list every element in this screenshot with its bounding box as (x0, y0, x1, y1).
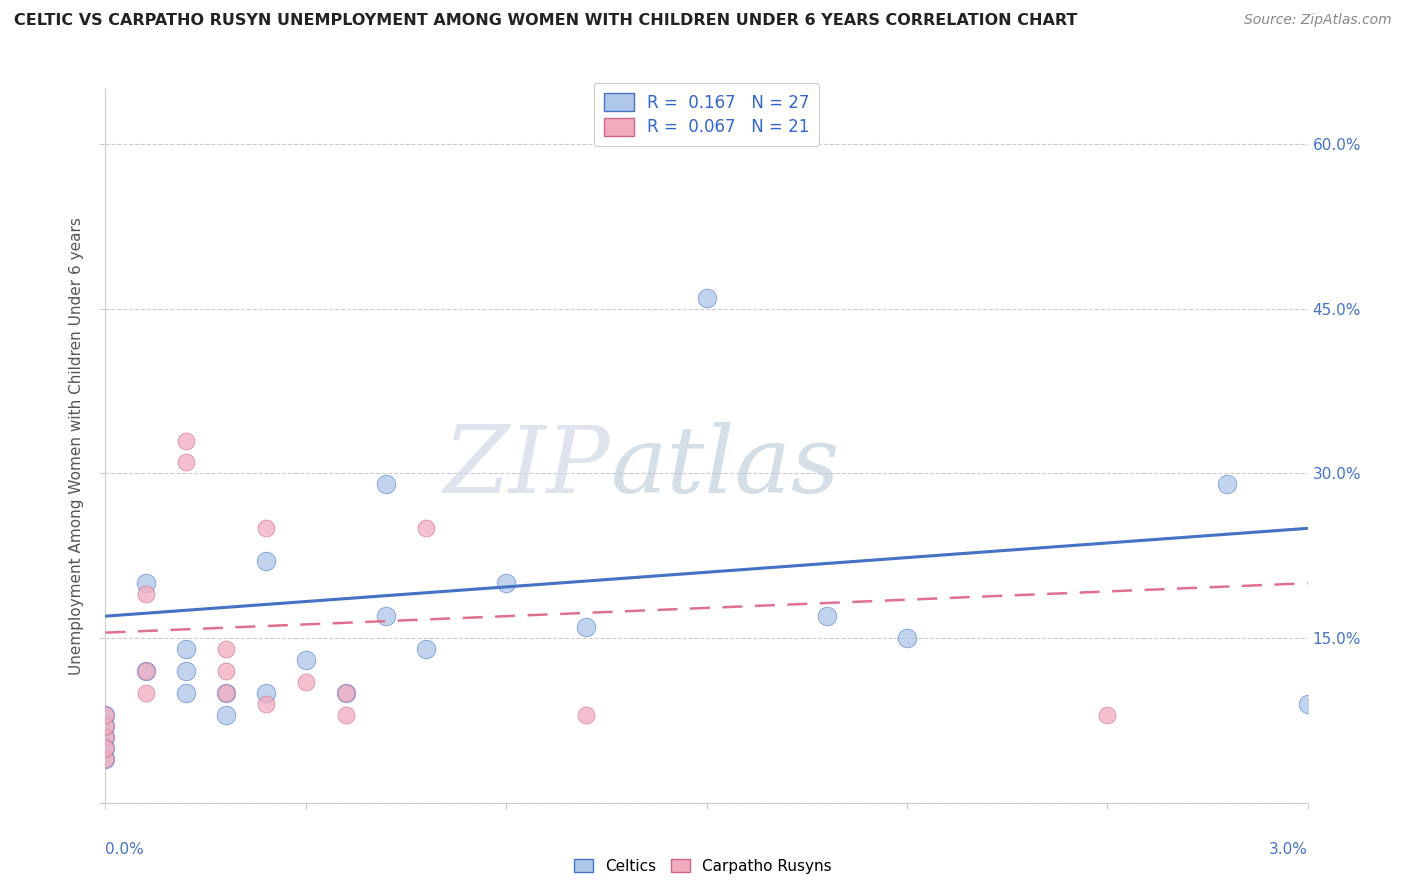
Y-axis label: Unemployment Among Women with Children Under 6 years: Unemployment Among Women with Children U… (69, 217, 84, 675)
Point (1097, 708, 1119, 723)
Point (135, 576, 157, 591)
Point (135, 664, 157, 678)
Point (94, 730, 117, 744)
Point (575, 708, 598, 723)
Point (214, 664, 236, 678)
Point (214, 686, 236, 700)
Point (616, 126, 638, 140)
Point (295, 653, 318, 667)
Point (374, 477, 398, 491)
Point (135, 664, 157, 678)
Point (1296, 697, 1319, 711)
Point (174, 434, 197, 448)
Point (335, 686, 357, 700)
Point (94, 740, 117, 755)
Point (94, 719, 117, 733)
Point (94, 708, 117, 723)
Point (94, 708, 117, 723)
Point (174, 686, 197, 700)
Point (214, 642, 236, 657)
Point (335, 686, 357, 700)
Point (94, 719, 117, 733)
Point (696, 291, 718, 305)
Point (174, 642, 197, 657)
Point (815, 609, 838, 624)
Text: ZIP: ZIP (444, 423, 610, 512)
Text: CELTIC VS CARPATHO RUSYN UNEMPLOYMENT AMONG WOMEN WITH CHILDREN UNDER 6 YEARS CO: CELTIC VS CARPATHO RUSYN UNEMPLOYMENT AM… (14, 13, 1077, 29)
Point (415, 521, 437, 535)
Point (94, 740, 117, 755)
Point (1216, 477, 1239, 491)
Point (415, 642, 437, 657)
Legend: Celtics, Carpatho Rusyns: Celtics, Carpatho Rusyns (568, 853, 838, 880)
Point (335, 708, 357, 723)
Point (254, 521, 277, 535)
Point (135, 686, 157, 700)
Point (214, 686, 236, 700)
Point (174, 664, 197, 678)
Point (174, 455, 197, 469)
Point (94, 752, 117, 766)
Point (94, 752, 117, 766)
Point (254, 697, 277, 711)
Legend: R =  0.167   N = 27, R =  0.067   N = 21: R = 0.167 N = 27, R = 0.067 N = 21 (593, 83, 820, 146)
Point (374, 609, 398, 624)
Point (94, 730, 117, 744)
Point (254, 686, 277, 700)
Point (254, 554, 277, 568)
Text: 3.0%: 3.0% (1268, 842, 1308, 857)
Text: atlas: atlas (610, 423, 839, 512)
Point (214, 708, 236, 723)
Point (295, 675, 318, 690)
Text: Source: ZipAtlas.com: Source: ZipAtlas.com (1244, 13, 1392, 28)
Point (135, 587, 157, 601)
Point (896, 631, 918, 645)
Point (495, 576, 517, 591)
Point (575, 620, 598, 634)
Text: 0.0%: 0.0% (105, 842, 145, 857)
